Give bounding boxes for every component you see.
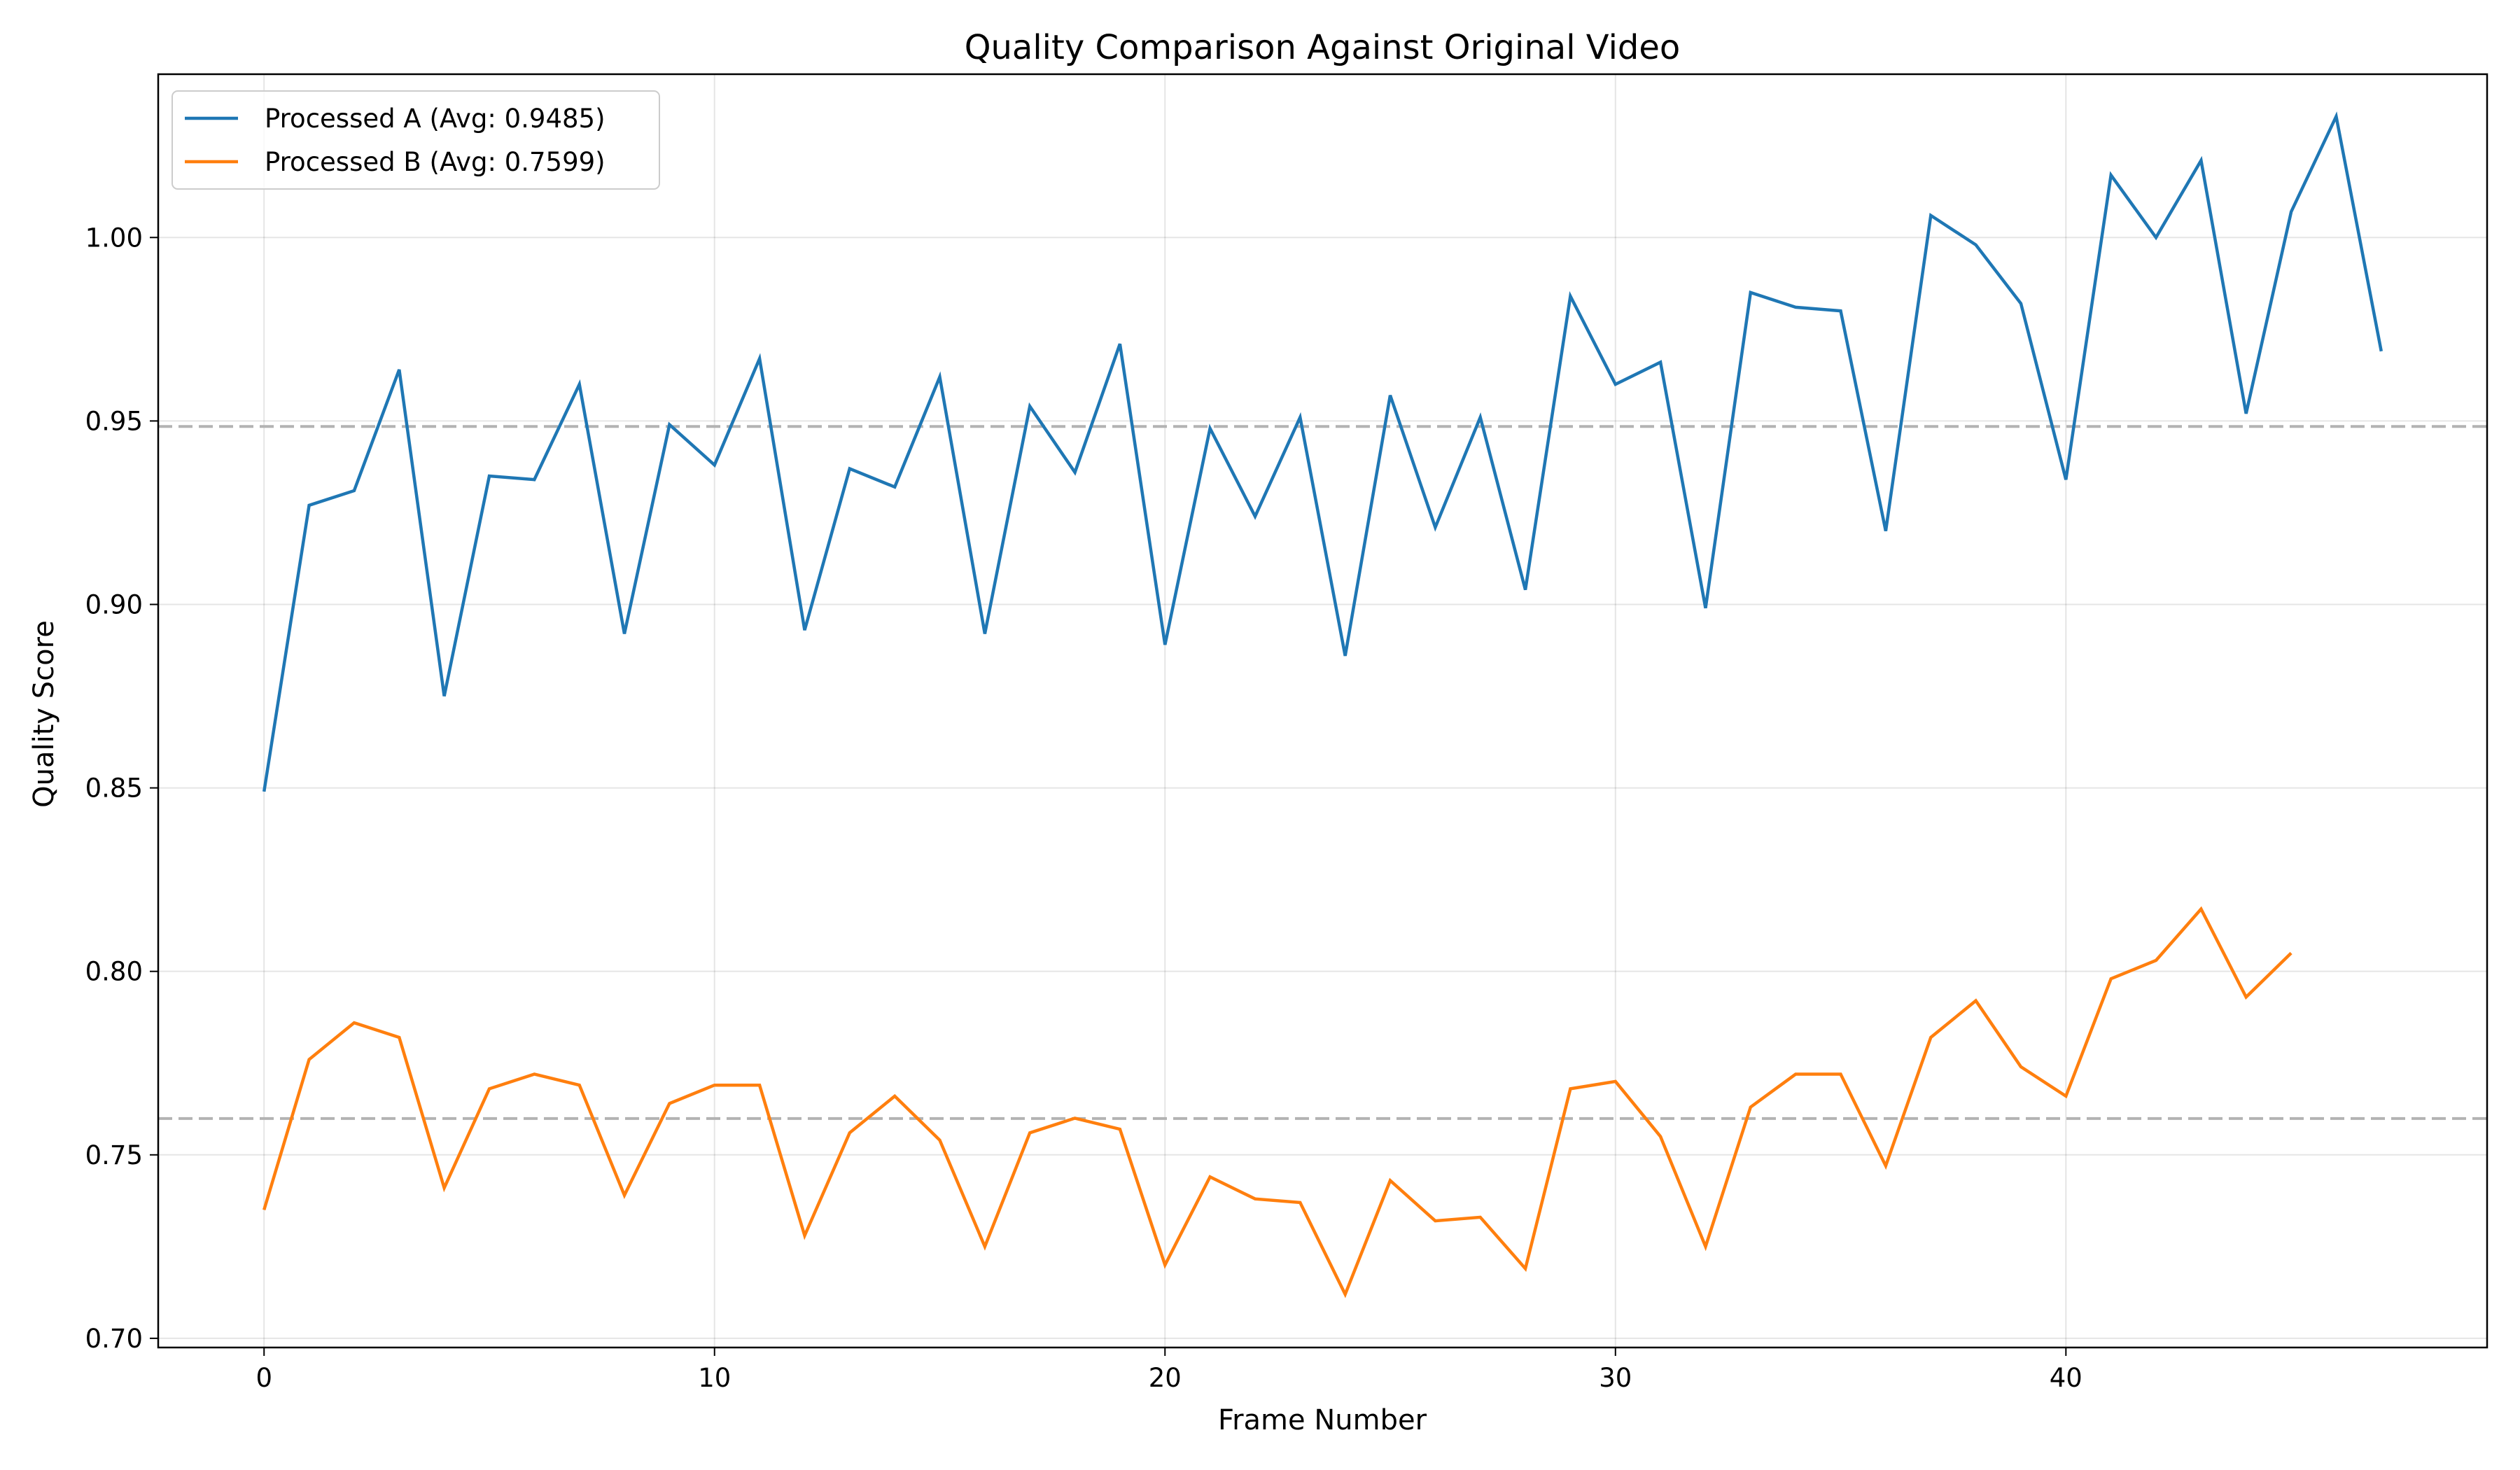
axis-ticks: 0 10 20 30 40 0.70 0.75 0.80 0.85 0.90 0.95 1.00 <box>85 223 2082 1393</box>
legend-box <box>172 90 660 190</box>
series-lines <box>262 111 2384 1298</box>
y-tick-label: 0.80 <box>85 957 143 987</box>
y-tick-label: 1.00 <box>85 223 143 253</box>
x-tick-label: 10 <box>698 1363 731 1393</box>
x-tick-label: 0 <box>255 1363 272 1393</box>
y-tick-label: 0.90 <box>85 589 143 620</box>
y-tick-label: 0.85 <box>85 774 143 804</box>
y-tick-label: 0.95 <box>85 406 143 436</box>
y-tick-label: 0.70 <box>85 1324 143 1354</box>
legend-label: Processed A (Avg: 0.9485) <box>265 104 606 134</box>
y-tick-label: 0.75 <box>85 1140 143 1170</box>
legend: Processed A (Avg: 0.9485) Processed B (Av… <box>172 90 660 190</box>
chart-title: Quality Comparison Against Original Vide… <box>965 28 1681 67</box>
x-tick-label: 40 <box>2050 1363 2082 1393</box>
series-line-processed-a <box>262 111 2384 792</box>
grid <box>158 74 2487 1348</box>
x-tick-label: 20 <box>1149 1363 1182 1393</box>
y-axis-label: Quality Score <box>28 620 60 808</box>
average-reference-lines <box>158 425 2487 1120</box>
plot-frame <box>157 73 2488 1349</box>
series-line-processed-b <box>262 906 2292 1298</box>
x-tick-label: 30 <box>1599 1363 1632 1393</box>
x-axis-label: Frame Number <box>1218 1404 1427 1436</box>
legend-label: Processed B (Avg: 0.7599) <box>265 147 606 177</box>
